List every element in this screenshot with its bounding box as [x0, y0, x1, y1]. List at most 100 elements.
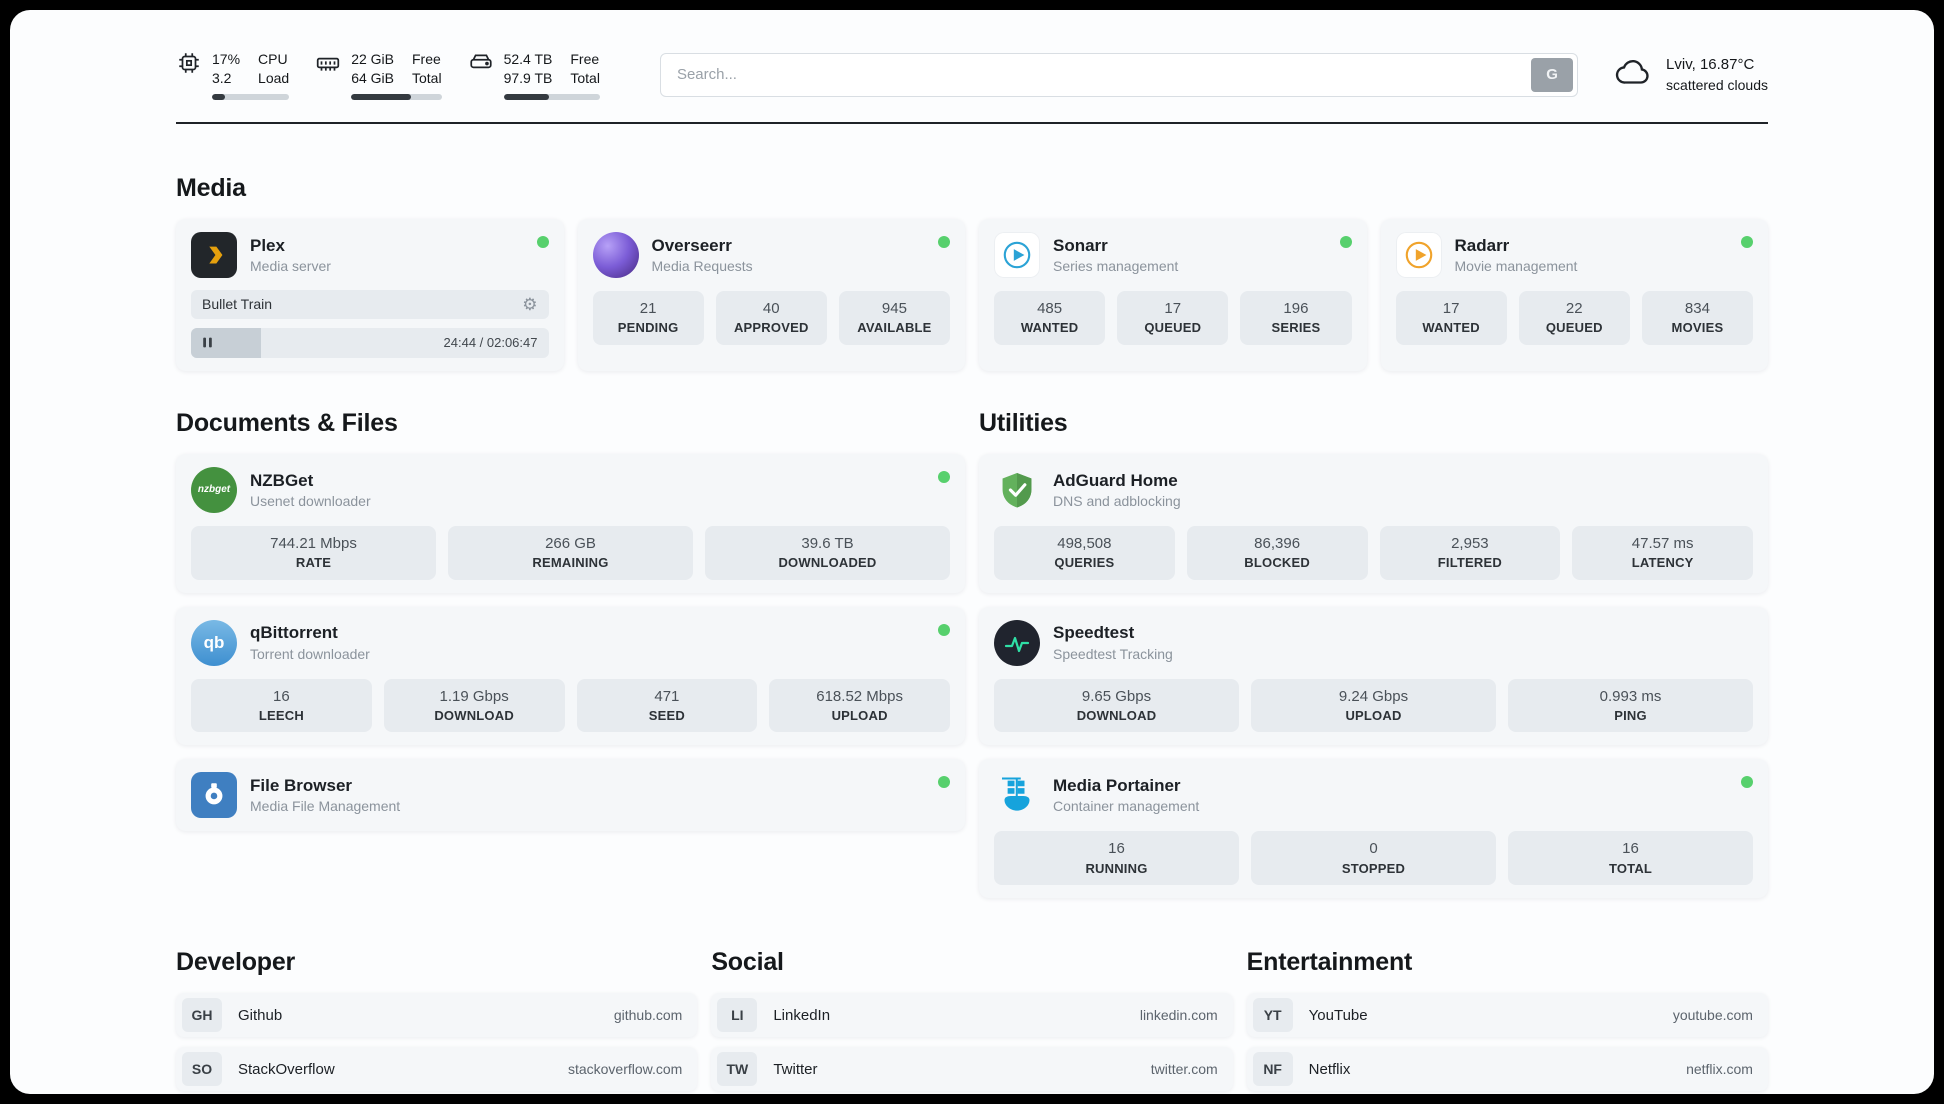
stat-label: LEECH	[258, 707, 304, 723]
plex-player-bar[interactable]: 24:44 / 02:06:47	[191, 327, 549, 358]
status-dot	[536, 235, 549, 248]
section-title-documents: Documents & Files	[176, 408, 398, 437]
disk-total-value: 97.9 TB	[503, 69, 553, 86]
stat-label: WANTED	[1422, 320, 1480, 336]
playback-time: 24:44 / 02:06:47	[443, 335, 538, 351]
gear-icon[interactable]: ⚙	[522, 294, 538, 314]
bookmark-name: Netflix	[1308, 1060, 1351, 1078]
app-name: Plex	[250, 235, 285, 255]
stat-value: 16	[1108, 840, 1125, 858]
stat-label: STOPPED	[1341, 860, 1406, 876]
cpu-label-1: CPU	[258, 51, 288, 67]
plex-now-playing: Bullet Train ⚙	[191, 289, 549, 319]
app-card-overseerr[interactable]: Overseerr Media Requests 21 PENDING	[577, 218, 965, 371]
stat-label: DOWNLOAD	[1076, 707, 1157, 723]
stat-box: 0.993 ms PING	[1508, 678, 1753, 733]
stat-label: PING	[1614, 707, 1647, 723]
ram-usage-bar	[351, 93, 442, 100]
stat-box: 834 MOVIES	[1641, 290, 1754, 345]
stat-value: 744.21 Mbps	[270, 534, 357, 552]
app-name: Media Portainer	[1053, 776, 1181, 796]
app-subtitle: Media File Management	[250, 798, 401, 815]
radarr-icon	[1395, 231, 1442, 278]
cloud-icon	[1612, 51, 1654, 98]
bookmark-abbr: YT	[1252, 998, 1293, 1033]
ram-widget: 22 GiB 64 GiB Free Total	[315, 50, 442, 100]
section-documents: Documents & Files nzbget NZBGet Usenet d…	[176, 409, 965, 898]
stat-box: 744.21 Mbps RATE	[191, 525, 436, 580]
stat-value: 40	[762, 299, 780, 317]
nzbget-icon-text: nzbget	[197, 484, 231, 496]
disk-label-1: Free	[570, 51, 600, 67]
app-card-sonarr[interactable]: Sonarr Series management 485 WANTED	[979, 218, 1367, 371]
pause-icon[interactable]	[200, 335, 215, 350]
app-card-filebrowser[interactable]: File Browser Media File Management	[176, 759, 965, 832]
status-dot	[938, 623, 950, 636]
disk-free-value: 52.4 TB	[503, 51, 553, 67]
bookmark-linkedin[interactable]: LI LinkedIn linkedin.com	[711, 993, 1233, 1038]
status-dot	[1741, 776, 1753, 789]
app-card-plex[interactable]: Plex Media server Bullet Train ⚙	[176, 218, 564, 371]
search-engine-button[interactable]: G	[1531, 57, 1574, 92]
bookmark-youtube[interactable]: YT YouTube youtube.com	[1246, 993, 1768, 1038]
bookmark-abbr: TW	[717, 1052, 758, 1087]
stat-label: MOVIES	[1671, 320, 1724, 336]
app-card-speedtest[interactable]: Speedtest Speedtest Tracking 9.65 Gbps D…	[979, 606, 1768, 746]
dashboard-page: 17% 3.2 CPU Load	[10, 10, 1934, 1094]
stat-box: 266 GB REMAINING	[448, 525, 693, 580]
app-subtitle: Speedtest Tracking	[1053, 645, 1173, 662]
bookmark-abbr: SO	[182, 1052, 222, 1087]
stat-box: 618.52 Mbps UPLOAD	[769, 678, 950, 733]
stat-box: 17 WANTED	[1395, 290, 1507, 345]
stat-label: TOTAL	[1608, 860, 1653, 876]
app-card-portainer[interactable]: Media Portainer Container management 16 …	[979, 759, 1768, 899]
stat-value: 485	[1037, 299, 1063, 317]
stat-box: 86,396 BLOCKED	[1186, 525, 1368, 580]
stat-value: 47.57 ms	[1631, 534, 1694, 552]
stat-box: 498,508 QUERIES	[994, 525, 1175, 580]
stat-box: 471 SEED	[576, 678, 758, 733]
speedtest-icon	[994, 619, 1040, 666]
status-dot	[938, 235, 950, 248]
ram-free-value: 22 GiB	[351, 51, 394, 67]
bookmark-netflix[interactable]: NF Netflix netflix.com	[1246, 1047, 1768, 1092]
stat-value: 1.19 Gbps	[439, 687, 509, 705]
weather-widget[interactable]: Lviv, 16.87°C scattered clouds	[1612, 51, 1768, 98]
search-input[interactable]	[660, 57, 1532, 92]
app-card-qbittorrent[interactable]: qb qBittorrent Torrent downloader	[176, 606, 965, 746]
app-name: qBittorrent	[250, 623, 338, 643]
app-name: File Browser	[250, 776, 353, 796]
bookmark-twitter[interactable]: TW Twitter twitter.com	[711, 1047, 1233, 1092]
stat-value: 86,396	[1254, 534, 1301, 552]
bookmark-url: stackoverflow.com	[567, 1061, 683, 1078]
app-name: Speedtest	[1053, 623, 1135, 643]
stat-value: 0	[1369, 840, 1378, 858]
app-card-nzbget[interactable]: nzbget NZBGet Usenet downloader	[176, 453, 965, 593]
stat-label: DOWNLOADED	[778, 555, 877, 571]
stat-value: 9.65 Gbps	[1081, 687, 1152, 705]
section-title-developer: Developer	[176, 948, 296, 977]
app-subtitle: Usenet downloader	[250, 492, 371, 509]
stat-box: 485 WANTED	[994, 290, 1106, 345]
bookmark-stackoverflow[interactable]: SO StackOverflow stackoverflow.com	[176, 1047, 698, 1092]
stat-label: FILTERED	[1437, 555, 1502, 571]
stat-box: 40 APPROVED	[715, 290, 827, 345]
topbar: 17% 3.2 CPU Load	[176, 10, 1768, 100]
stat-box: 9.24 Gbps UPLOAD	[1251, 678, 1496, 733]
ram-label-2: Total	[412, 69, 442, 86]
stat-label: REMAINING	[532, 555, 609, 571]
ram-total-value: 64 GiB	[351, 69, 394, 86]
app-subtitle: Container management	[1053, 798, 1200, 815]
cpu-usage-bar	[212, 93, 290, 100]
stat-box: 196 SERIES	[1240, 290, 1352, 345]
bookmark-name: YouTube	[1308, 1006, 1368, 1024]
playback-progress	[191, 327, 261, 358]
app-card-adguard[interactable]: AdGuard Home DNS and adblocking 498,508 …	[979, 453, 1768, 593]
stat-label: QUEUED	[1545, 320, 1603, 336]
disk-usage-bar	[503, 93, 600, 100]
cpu-icon	[176, 50, 202, 76]
app-card-radarr[interactable]: Radarr Movie management 17 WANTED 2	[1380, 218, 1768, 371]
stat-box: 16 RUNNING	[994, 831, 1239, 886]
stat-box: 0 STOPPED	[1251, 831, 1496, 886]
bookmark-github[interactable]: GH Github github.com	[176, 993, 698, 1038]
